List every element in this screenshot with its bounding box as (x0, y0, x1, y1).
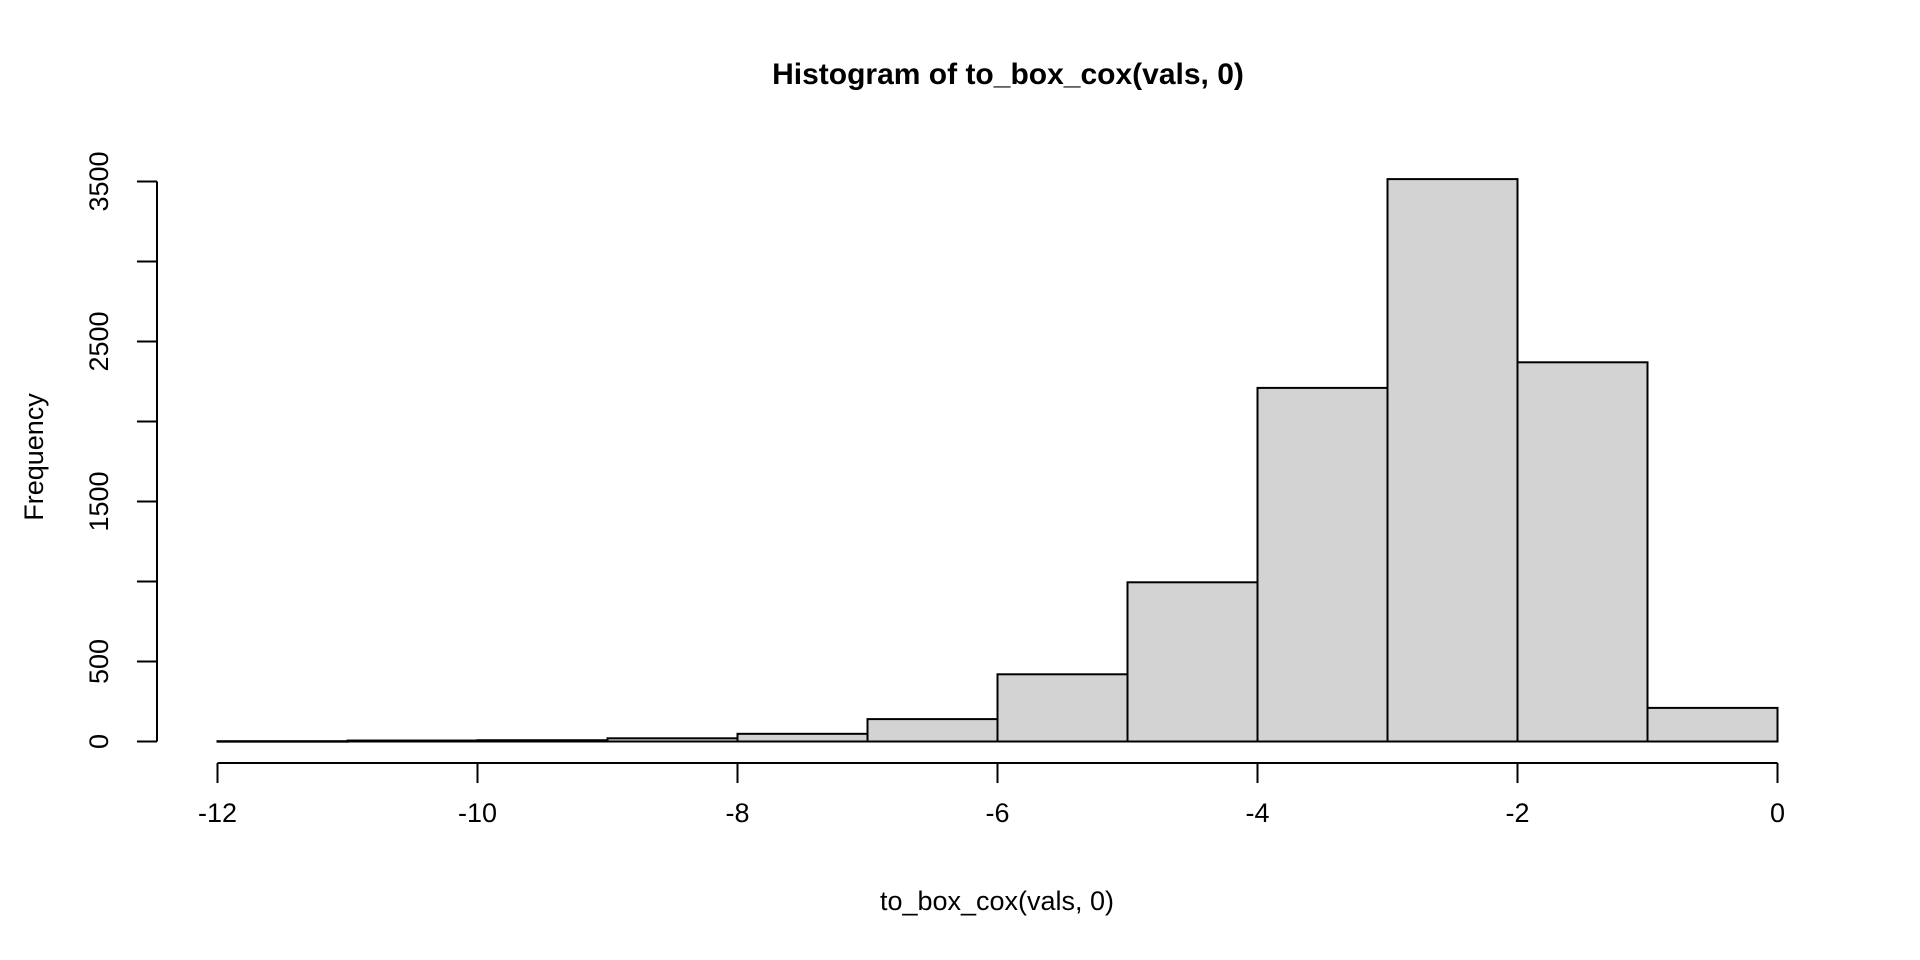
histogram-bars (216, 178, 1779, 743)
y-tick-label: 1500 (84, 471, 114, 531)
y-tick-label: 500 (84, 639, 114, 684)
x-tick-label: -4 (1245, 798, 1269, 828)
y-tick-label: 2500 (84, 311, 114, 371)
y-tick-label: 3500 (84, 151, 114, 211)
histogram-bar (1126, 581, 1259, 743)
x-axis-label: to_box_cox(vals, 0) (880, 886, 1114, 916)
y-axis: 0 500 1500 2500 3500 (84, 151, 158, 749)
histogram-bar (476, 739, 609, 743)
histogram-bar (736, 732, 869, 743)
histogram-bar (996, 673, 1129, 743)
histogram-bar (346, 739, 479, 743)
x-tick-label: -12 (198, 798, 237, 828)
chart-title: Histogram of to_box_cox(vals, 0) (772, 58, 1244, 91)
histogram-bar (606, 737, 739, 743)
y-axis-label: Frequency (19, 393, 49, 521)
histogram-bar (1386, 178, 1519, 743)
x-tick-label: -10 (458, 798, 497, 828)
x-axis: -12 -10 -8 -6 -4 -2 0 (198, 762, 1785, 828)
histogram-bar (866, 718, 999, 743)
histogram-bar (1516, 361, 1649, 743)
histogram-bar (1646, 706, 1779, 743)
y-tick-label: 0 (84, 734, 114, 749)
x-tick-label: -2 (1505, 798, 1529, 828)
x-tick-label: 0 (1770, 798, 1785, 828)
x-tick-label: -6 (985, 798, 1009, 828)
x-tick-label: -8 (725, 798, 749, 828)
histogram-bar (216, 740, 349, 743)
histogram-bar (1256, 386, 1389, 743)
